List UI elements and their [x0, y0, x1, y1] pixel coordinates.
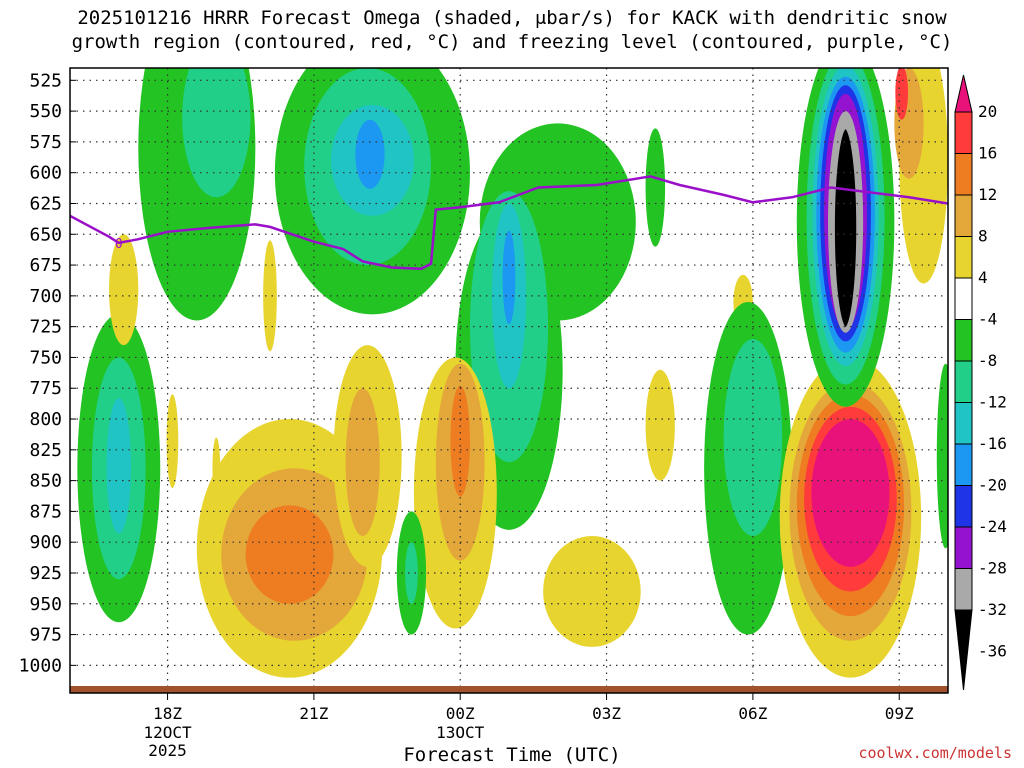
ytick-label-550: 550 — [29, 101, 62, 122]
freezing-level-label: 0 — [115, 237, 123, 252]
colorbar-swatch-9 — [954, 443, 973, 486]
colorbar-label-7: -12 — [978, 393, 1007, 412]
colorbar-bottom-arrow — [954, 609, 973, 691]
ytick-label-800: 800 — [29, 409, 62, 430]
colorbar-label-11: -28 — [978, 559, 1007, 578]
omega-region-29 — [543, 536, 641, 647]
xtick-label-09Z: 09Z — [885, 704, 914, 723]
colorbar-label-0: 20 — [978, 102, 997, 121]
y-axis: 525 550 575 600 625 650 675 700 725 750 775 800 825 8… — [19, 70, 76, 676]
x-axis-label: Forecast Time (UTC) — [403, 744, 621, 766]
ground-bar — [70, 686, 948, 693]
xtick-label-06Z: 06Z — [738, 704, 767, 723]
colorbar-label-1: 16 — [978, 144, 997, 163]
colorbar-label-2: 12 — [978, 185, 997, 204]
omega-region-5 — [182, 68, 251, 198]
omega-region-2 — [106, 398, 131, 534]
omega-region-21 — [245, 505, 334, 604]
colorbar-swatch-6 — [954, 319, 973, 362]
omega-region-12 — [355, 119, 385, 189]
omega-region-49 — [895, 68, 909, 120]
omega-region-33 — [723, 338, 783, 537]
xtick-label-18Z: 18Z — [153, 704, 182, 723]
credit-link[interactable]: coolwx.com/models — [858, 744, 1012, 762]
xtick-label-03Z: 03Z — [592, 704, 621, 723]
xtick-sub2-18Z: 2025 — [148, 741, 187, 760]
colorbar-swatch-4 — [954, 236, 973, 279]
ytick-label-825: 825 — [29, 440, 62, 461]
colorbar-top-arrow — [954, 74, 973, 113]
ytick-label-525: 525 — [29, 70, 62, 91]
omega-region-6 — [166, 394, 179, 489]
xtick-label-00Z: 00Z — [446, 704, 475, 723]
colorbar-swatch-1 — [954, 111, 973, 154]
ytick-label-1000: 1000 — [19, 655, 62, 676]
ytick-label-900: 900 — [29, 532, 62, 553]
colorbar-label-8: -16 — [978, 434, 1007, 453]
colorbar-label-4: 4 — [978, 268, 988, 287]
omega-region-50 — [936, 363, 948, 549]
colorbar-swatch-2 — [954, 153, 973, 196]
omega-shading — [77, 68, 948, 678]
ytick-label-700: 700 — [29, 286, 62, 307]
omega-region-18 — [645, 128, 666, 247]
omega-region-38 — [811, 419, 890, 567]
colorbar-swatch-10 — [954, 485, 973, 528]
omega-region-8 — [263, 240, 277, 352]
ytick-label-625: 625 — [29, 193, 62, 214]
colorbar-swatch-7 — [954, 360, 973, 403]
colorbar-label-10: -24 — [978, 517, 1007, 536]
plot-frame — [69, 67, 949, 694]
omega-region-30 — [645, 369, 675, 481]
ytick-label-875: 875 — [29, 501, 62, 522]
omega-region-28 — [405, 542, 418, 604]
omega-region-3 — [109, 234, 139, 346]
ytick-label-850: 850 — [29, 471, 62, 492]
colorbar: 20 16 12 8 4 -4 -8 -12 -16 -20 -24 -28 -32 -36 — [954, 74, 1007, 691]
colorbar-swatch-3 — [954, 194, 973, 237]
omega-region-26 — [450, 385, 470, 497]
colorbar-label-13: -36 — [978, 642, 1007, 661]
ytick-label-650: 650 — [29, 224, 62, 245]
ytick-label-675: 675 — [29, 255, 62, 276]
freezing-level-line — [70, 175, 948, 271]
colorbar-swatch-5 — [954, 277, 973, 320]
colorbar-label-6: -8 — [978, 351, 997, 370]
ytick-label-575: 575 — [29, 132, 62, 153]
xtick-sub-00Z: 13OCT — [436, 723, 485, 742]
colorbar-label-5: -4 — [978, 310, 997, 329]
ytick-label-975: 975 — [29, 625, 62, 646]
colorbar-swatch-11 — [954, 526, 973, 569]
ytick-label-950: 950 — [29, 594, 62, 615]
ytick-label-925: 925 — [29, 563, 62, 584]
ytick-label-600: 600 — [29, 163, 62, 184]
omega-region-23 — [345, 388, 380, 537]
chart-title: 2025101216 HRRR Forecast Omega (shaded, … — [71, 7, 953, 53]
ytick-label-750: 750 — [29, 347, 62, 368]
colorbar-label-9: -20 — [978, 476, 1007, 495]
colorbar-label-3: 8 — [978, 227, 988, 246]
ytick-label-775: 775 — [29, 378, 62, 399]
colorbar-swatch-8 — [954, 402, 973, 445]
colorbar-swatch-12 — [954, 568, 973, 611]
colorbar-label-12: -32 — [978, 600, 1007, 619]
omega-region-17 — [502, 230, 516, 325]
freezing-level-contour: 0 — [70, 175, 948, 271]
omega-core-outline — [830, 125, 861, 332]
omega-region-46 — [832, 127, 859, 330]
ytick-label-725: 725 — [29, 317, 62, 338]
xtick-sub-18Z: 12OCT — [143, 723, 192, 742]
xtick-label-21Z: 21Z — [299, 704, 328, 723]
